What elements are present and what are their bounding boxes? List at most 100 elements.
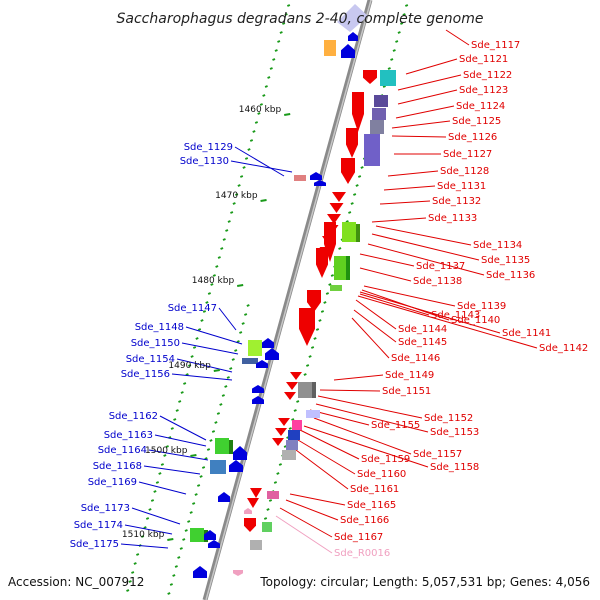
label-connector	[351, 317, 390, 359]
reverse-gene-arrow	[193, 566, 207, 578]
gene-block	[282, 450, 296, 460]
gene-label-sde_1158[interactable]: Sde_1158	[430, 462, 479, 473]
tick-mark	[259, 103, 263, 106]
tick-marks	[126, 4, 409, 595]
gene-label-sde_1132[interactable]: Sde_1132	[432, 196, 481, 207]
gene-label-sde_1124[interactable]: Sde_1124	[456, 101, 505, 112]
reverse-strand-labels: Sde_1129 Sde_1130 Sde_1147 Sde_1148 Sde_1150…	[70, 142, 233, 550]
gene-label-sde_1169[interactable]: Sde_1169	[88, 477, 137, 488]
gene-label-sde_1173[interactable]: Sde_1173	[81, 503, 130, 514]
tick-mark	[390, 58, 394, 61]
gene-label-sde_1165[interactable]: Sde_1165	[347, 500, 396, 511]
gene-block	[324, 40, 336, 56]
gene-label-sde_1129[interactable]: Sde_1129	[184, 142, 233, 153]
gene-label-sde_1122[interactable]: Sde_1122	[463, 70, 512, 81]
forward-gene-arrow	[327, 214, 341, 224]
tick-mark	[179, 547, 183, 550]
tick-mark	[160, 463, 164, 466]
reverse-gene-arrow	[265, 348, 279, 360]
gene-label-sde_1125[interactable]: Sde_1125	[452, 116, 501, 127]
gene-label-sde_1140[interactable]: Sde_1140	[451, 315, 500, 326]
gene-label-sde_1147[interactable]: Sde_1147	[168, 303, 217, 314]
gene-label-sde_1143[interactable]: Sde_1143	[431, 310, 480, 321]
gene-label-sde_1137[interactable]: Sde_1137	[416, 261, 465, 272]
gene-label-sde_1126[interactable]: Sde_1126	[448, 132, 497, 143]
gene-label-sde_1175[interactable]: Sde_1175	[70, 539, 119, 550]
tick-mark	[140, 535, 145, 538]
gene-label-sde_1161[interactable]: Sde_1161	[350, 484, 399, 495]
reverse-gene-arrow	[233, 446, 247, 460]
gene-label-sde_1149[interactable]: Sde_1149	[385, 370, 434, 381]
tick-mark	[211, 430, 216, 433]
gene-label-sde_1167[interactable]: Sde_1167	[334, 532, 383, 543]
tick-mark	[400, 22, 404, 25]
gene-label-sde_r0016[interactable]: Sde_R0016	[334, 548, 390, 559]
gene-label-sde_1154[interactable]: Sde_1154	[126, 354, 175, 365]
gene-label-sde_1164[interactable]: Sde_1164	[98, 445, 147, 456]
gene-label-sde_1148[interactable]: Sde_1148	[135, 322, 184, 333]
gene-label-sde_1121[interactable]: Sde_1121	[459, 54, 508, 65]
tick-mark	[320, 310, 325, 313]
gene-label-sde_1130[interactable]: Sde_1130	[180, 156, 229, 167]
gene-label-sde_1139[interactable]: Sde_1139	[457, 301, 506, 312]
tick-mark	[195, 337, 199, 340]
tick-mark	[187, 520, 191, 523]
label-connector	[218, 307, 237, 331]
gene-label-sde_1146[interactable]: Sde_1146	[391, 353, 440, 364]
gene-label-sde_1134[interactable]: Sde_1134	[473, 240, 522, 251]
forward-gene-arrow	[316, 248, 328, 278]
gene-label-sde_1151[interactable]: Sde_1151	[382, 386, 431, 397]
gene-label-sde_1141[interactable]: Sde_1141	[502, 328, 551, 339]
label-connector	[313, 417, 412, 455]
tick-mark	[185, 373, 189, 376]
label-connector	[359, 267, 412, 282]
label-connector	[154, 434, 207, 447]
tick-mark	[325, 292, 330, 295]
gene-label-sde_1156[interactable]: Sde_1156	[121, 369, 170, 380]
gene-label-sde_1160[interactable]: Sde_1160	[357, 469, 406, 480]
gene-label-sde_1127[interactable]: Sde_1127	[443, 149, 492, 160]
gene-label-sde_1135[interactable]: Sde_1135	[481, 255, 530, 266]
tick-mark	[158, 472, 162, 475]
gene-label-sde_1123[interactable]: Sde_1123	[459, 85, 508, 96]
tick-mark	[382, 85, 386, 88]
forward-gene-arrow	[332, 192, 346, 202]
gene-label-sde_1150[interactable]: Sde_1150	[131, 338, 180, 349]
gene-label-sde_1168[interactable]: Sde_1168	[93, 461, 142, 472]
gene-label-sde_1142[interactable]: Sde_1142	[539, 343, 588, 354]
genome-backbone-highlight	[205, 0, 372, 600]
tick-mark	[257, 112, 261, 115]
tick-mark	[395, 40, 399, 43]
gene-label-sde_1163[interactable]: Sde_1163	[104, 430, 153, 441]
tick-mark	[172, 574, 176, 577]
gene-label-sde_1162[interactable]: Sde_1162	[109, 411, 158, 422]
gene-label-sde_1133[interactable]: Sde_1133	[428, 213, 477, 224]
gene-label-sde_1155[interactable]: Sde_1155	[371, 420, 420, 431]
tick-mark	[219, 403, 223, 406]
gene-label-sde_1136[interactable]: Sde_1136	[486, 270, 535, 281]
gene-label-sde_1152[interactable]: Sde_1152	[424, 413, 473, 424]
forward-gene-arrow	[346, 128, 358, 158]
gene-label-sde_1144[interactable]: Sde_1144	[398, 324, 447, 335]
tick-mark	[222, 238, 226, 241]
gene-label-sde_1131[interactable]: Sde_1131	[437, 181, 486, 192]
gene-label-sde_1128[interactable]: Sde_1128	[440, 166, 489, 177]
tick-mark	[217, 256, 221, 259]
label-connector	[131, 507, 181, 525]
tick-mark	[192, 346, 197, 349]
reverse-gene-arrow	[229, 460, 243, 472]
forward-gene-arrow	[250, 488, 262, 498]
gene-label-sde_1166[interactable]: Sde_1166	[340, 515, 389, 526]
label-connector	[397, 89, 458, 105]
gene-label-sde_1159[interactable]: Sde_1159	[361, 454, 410, 465]
gene-label-sde_1117[interactable]: Sde_1117	[471, 40, 520, 51]
tick-mark	[274, 49, 278, 52]
gene-label-sde_1174[interactable]: Sde_1174	[74, 520, 123, 531]
forward-gene-arrow	[290, 372, 302, 380]
tick-mark	[224, 385, 228, 388]
gene-label-sde_1153[interactable]: Sde_1153	[430, 427, 479, 438]
gene-label-sde_1138[interactable]: Sde_1138	[413, 276, 462, 287]
gene-label-sde_1157[interactable]: Sde_1157	[413, 449, 462, 460]
gene-label-sde_1145[interactable]: Sde_1145	[398, 337, 447, 348]
label-connector	[171, 373, 233, 381]
